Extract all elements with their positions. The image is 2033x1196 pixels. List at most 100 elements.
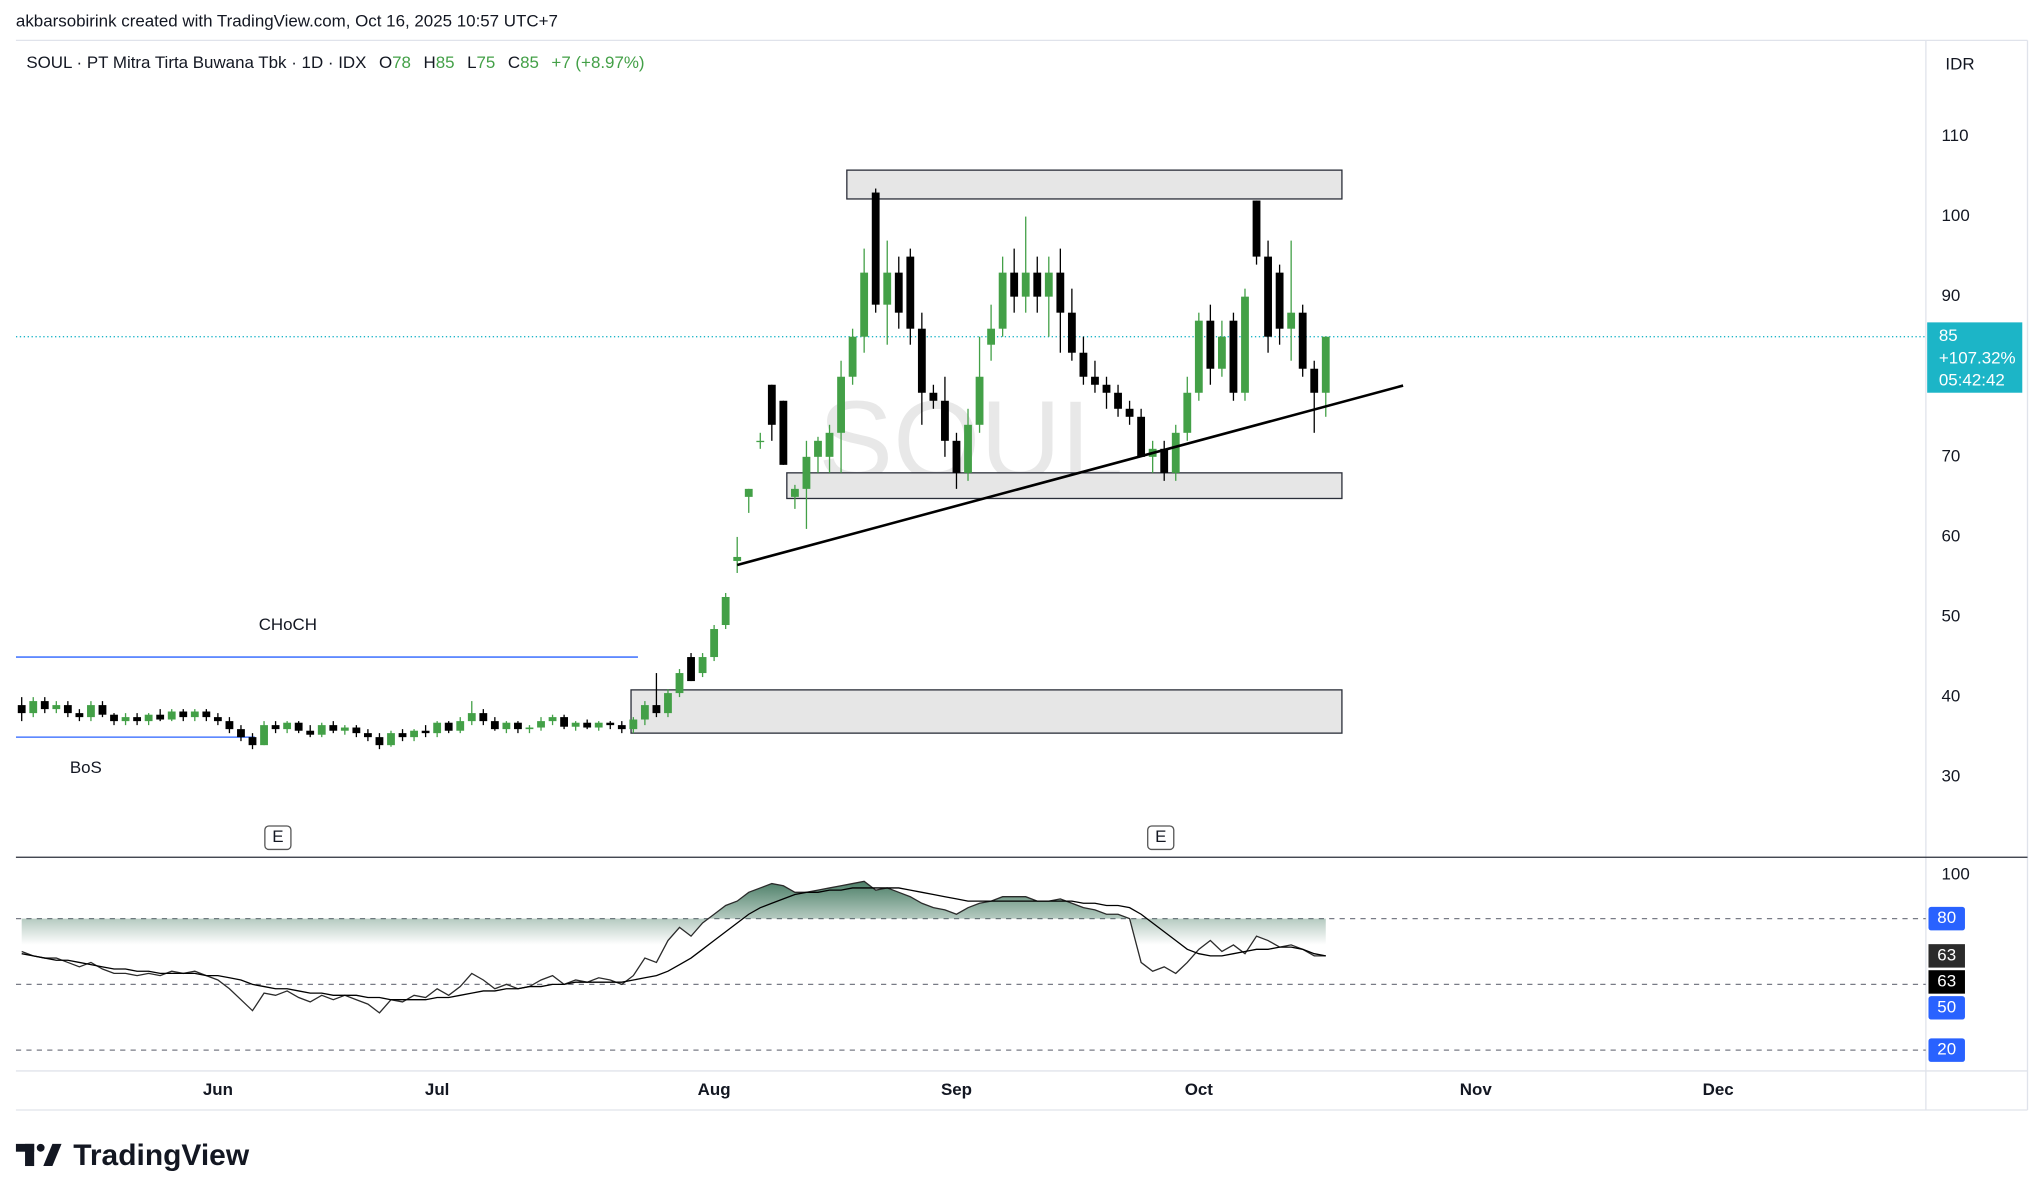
candle-body [894, 272, 903, 313]
candle-body [860, 272, 869, 337]
candle-body [698, 657, 707, 674]
candle-body [1264, 256, 1272, 337]
candle-body [1079, 352, 1088, 377]
countdown: 05:42:42 [1939, 370, 2005, 389]
candle-body [110, 714, 118, 722]
tradingview-logo: TradingView [15, 1139, 250, 1172]
y-tick-label: 110 [1942, 126, 1969, 145]
candle-body [1287, 312, 1296, 329]
candle-body [733, 556, 742, 561]
indicator-fill [21, 881, 1326, 945]
structure-label: BoS [70, 758, 102, 777]
candle-body [17, 705, 26, 714]
zone [786, 472, 1343, 500]
x-tick-label: Aug [698, 1080, 731, 1099]
legend: SOUL · PT Mitra Tirta Buwana Tbk · 1D · … [26, 53, 644, 72]
candle-body [1241, 296, 1249, 393]
logo-part [25, 1143, 35, 1167]
candle-body [629, 719, 638, 730]
indicator-value-box [1928, 944, 1965, 968]
candle-body [871, 192, 880, 305]
candle-body [1206, 320, 1215, 369]
y-tick-label: 40 [1942, 687, 1961, 706]
candle-body [144, 714, 153, 722]
candle-body [1137, 416, 1146, 457]
brand: TradingView [73, 1139, 250, 1172]
candle-body [329, 725, 338, 731]
logo-part [36, 1143, 45, 1152]
trendline [736, 384, 1404, 567]
event-marker [264, 825, 292, 851]
candle-body [52, 705, 61, 710]
band-label: 50 [1937, 997, 1956, 1016]
logo-part [43, 1143, 62, 1167]
y-tick-label: 90 [1942, 286, 1961, 305]
candle-body [652, 705, 661, 714]
x-tick-label: Oct [1185, 1080, 1214, 1099]
candle-body [825, 432, 834, 457]
candle-body [987, 328, 996, 345]
legend-value: 85 [520, 53, 539, 72]
y-tick-label: 50 [1942, 606, 1961, 625]
indicator-line [21, 880, 1326, 1014]
x-tick-label: Nov [1460, 1080, 1493, 1099]
candle-body [1171, 432, 1180, 473]
candle-body [525, 727, 534, 730]
candle-body [906, 256, 915, 329]
candle-body [606, 722, 615, 726]
candle-body [1067, 312, 1076, 353]
candle-body [294, 722, 303, 731]
candle-body [283, 722, 292, 730]
candle-body [1056, 272, 1065, 313]
candle-body [1010, 272, 1019, 297]
last-price-box [1927, 322, 2023, 393]
indicator-line [21, 887, 1326, 1001]
candle-body [537, 721, 545, 728]
candle-body [848, 336, 857, 377]
candle-body [571, 722, 580, 727]
legend-change: +7 (+8.97%) [551, 53, 644, 72]
candle-body [1044, 272, 1053, 297]
candle-body [917, 328, 926, 393]
candle-body [467, 713, 476, 722]
currency: IDR [1945, 55, 1974, 74]
candle-body [375, 737, 384, 746]
x-tick-label: Jul [425, 1080, 449, 1099]
candle-body [1217, 336, 1226, 369]
candle-body [121, 717, 130, 722]
indicator-value: 63 [1937, 971, 1956, 990]
candle-body [548, 717, 557, 722]
candle-body [1194, 320, 1203, 393]
candle-body [352, 727, 361, 734]
candle-body [594, 722, 603, 728]
legend-label: C [508, 53, 520, 72]
candle-body [583, 722, 592, 728]
candle-body [502, 722, 511, 730]
candle-body [156, 714, 165, 720]
candle-body [271, 725, 280, 730]
x-tick-label: Jun [203, 1080, 233, 1099]
candle-body [675, 673, 684, 694]
candle-body [387, 733, 395, 746]
candle-body [664, 693, 672, 714]
candle-body [756, 440, 765, 443]
candle-body [63, 705, 72, 714]
candle-body [929, 392, 938, 401]
candle-body [837, 376, 845, 433]
indicator-value: 63 [1937, 945, 1956, 964]
candle-body [1102, 384, 1111, 393]
candle-body [640, 705, 649, 720]
candle-body [964, 424, 972, 473]
legend-value: 75 [477, 53, 496, 72]
candle-body [179, 711, 188, 718]
candle-body [779, 400, 788, 465]
candle-body [883, 272, 892, 305]
candle-body [40, 701, 49, 710]
candle-body [410, 730, 418, 738]
structure-label: CHoCH [259, 615, 317, 634]
candle-body [1114, 392, 1122, 409]
candle-body [710, 629, 719, 658]
candle-body [687, 657, 695, 682]
